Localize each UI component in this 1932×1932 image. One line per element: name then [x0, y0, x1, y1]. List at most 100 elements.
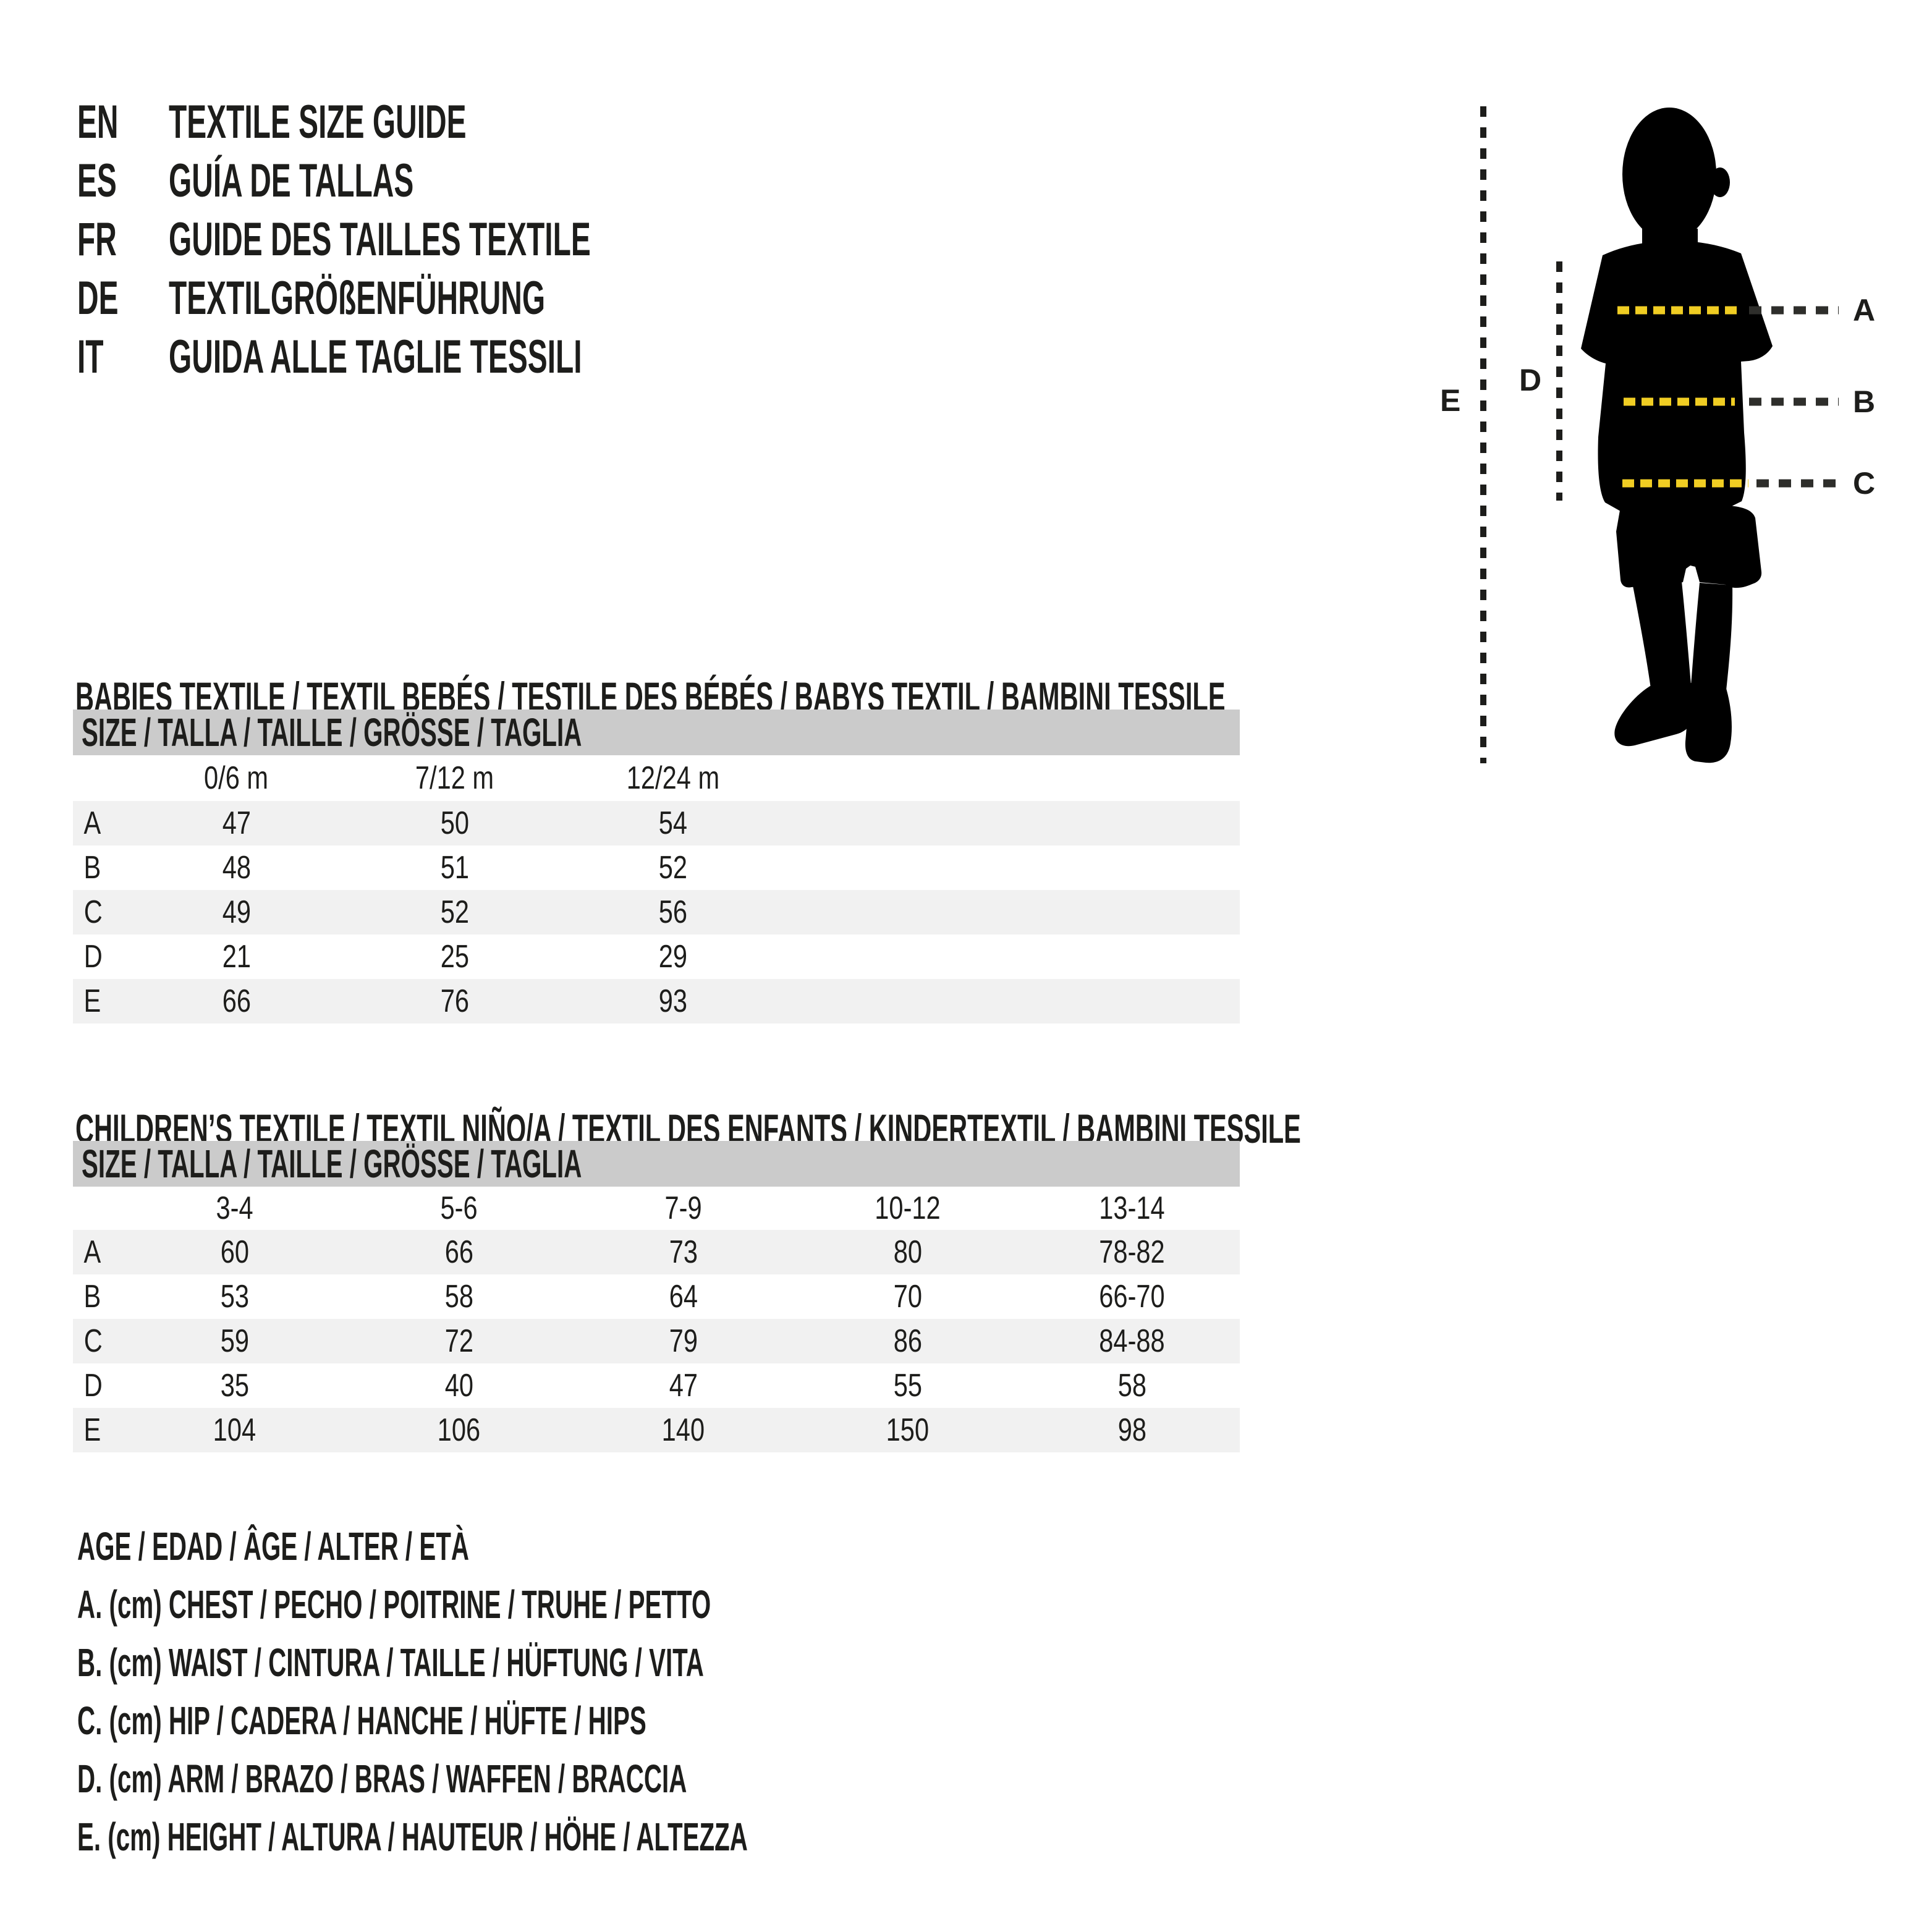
- row-label: C: [83, 1323, 103, 1359]
- table-cell: 54: [658, 805, 687, 841]
- table-row: C 59 72 79 86 84-88: [73, 1319, 1240, 1363]
- table-cell: 55: [893, 1368, 922, 1404]
- table-cell: 58: [444, 1279, 473, 1315]
- table-cell: 66: [222, 983, 251, 1019]
- child-silhouette: [1581, 108, 1773, 763]
- table-row: A 47 50 54: [73, 801, 1240, 845]
- table-cell: 56: [658, 894, 687, 930]
- babies-column-header: 12/24 m: [626, 760, 719, 796]
- children-column-header: 5-6: [440, 1190, 478, 1226]
- table-cell: 86: [893, 1323, 922, 1359]
- table-cell: 98: [1117, 1412, 1146, 1448]
- table-cell: 150: [886, 1412, 930, 1448]
- figure-label-a: A: [1853, 293, 1875, 328]
- child-measurement-figure: A B C D E: [1440, 106, 1875, 763]
- table-cell: 29: [658, 939, 687, 975]
- row-label: D: [83, 939, 103, 975]
- table-cell: 50: [440, 805, 469, 841]
- table-cell: 104: [213, 1412, 256, 1448]
- row-label: E: [83, 1412, 101, 1448]
- table-row: A 60 66 73 80 78-82: [73, 1230, 1240, 1274]
- table-cell: 47: [669, 1368, 698, 1404]
- babies-column-header: 0/6 m: [204, 760, 269, 796]
- language-title: TEXTILGRÖßENFÜHRUNG: [169, 272, 546, 324]
- table-cell: 59: [220, 1323, 249, 1359]
- language-title-block: EN TEXTILE SIZE GUIDE ES GUÍA DE TALLAS …: [77, 93, 839, 386]
- table-cell: 35: [220, 1368, 249, 1404]
- table-cell: 72: [444, 1323, 473, 1359]
- table-row: E 104 106 140 150 98: [73, 1408, 1240, 1452]
- row-label: A: [83, 1234, 101, 1270]
- table-cell: 52: [658, 850, 687, 886]
- table-cell: 40: [444, 1368, 473, 1404]
- children-column-header: 7-9: [664, 1190, 702, 1226]
- measurement-legend: AGE / EDAD / ÂGE / ALTER / ETÀ A. (cm) C…: [77, 1517, 1142, 1866]
- table-cell: 58: [1117, 1368, 1146, 1404]
- children-column-header: 13-14: [1099, 1190, 1165, 1226]
- table-cell: 48: [222, 850, 251, 886]
- language-title: GUIDE DES TAILLES TEXTILE: [169, 213, 591, 266]
- babies-size-bar: SIZE / TALLA / TAILLE / GRÖSSE / TAGLIA: [73, 710, 1240, 755]
- table-cell: 84-88: [1099, 1323, 1165, 1359]
- table-cell: 106: [437, 1412, 481, 1448]
- language-code: FR: [77, 213, 117, 266]
- table-cell: 52: [440, 894, 469, 930]
- table-cell: 66: [444, 1234, 473, 1270]
- row-label: D: [83, 1368, 103, 1404]
- language-row: FR GUIDE DES TAILLES TEXTILE: [77, 210, 839, 269]
- babies-column-header-row: 0/6 m 7/12 m 12/24 m: [73, 755, 1240, 801]
- legend-line: C. (cm) HIP / CADERA / HANCHE / HÜFTE / …: [77, 1698, 646, 1743]
- children-size-table: SIZE / TALLA / TAILLE / GRÖSSE / TAGLIA …: [73, 1141, 1240, 1452]
- legend-line: E. (cm) HEIGHT / ALTURA / HAUTEUR / HÖHE…: [77, 1815, 748, 1859]
- babies-size-table: SIZE / TALLA / TAILLE / GRÖSSE / TAGLIA …: [73, 710, 1240, 1023]
- legend-line: D. (cm) ARM / BRAZO / BRAS / WAFFEN / BR…: [77, 1756, 687, 1801]
- legend-line: AGE / EDAD / ÂGE / ALTER / ETÀ: [77, 1524, 469, 1569]
- table-cell: 60: [220, 1234, 249, 1270]
- table-cell: 21: [222, 939, 251, 975]
- row-label: E: [83, 983, 101, 1019]
- language-code: IT: [77, 331, 104, 383]
- table-row: C 49 52 56: [73, 890, 1240, 934]
- table-row: D 21 25 29: [73, 934, 1240, 979]
- language-row: IT GUIDA ALLE TAGLIE TESSILI: [77, 328, 839, 386]
- table-cell: 70: [893, 1279, 922, 1315]
- table-cell: 93: [658, 983, 687, 1019]
- legend-line: A. (cm) CHEST / PECHO / POITRINE / TRUHE…: [77, 1582, 711, 1627]
- language-title: GUIDA ALLE TAGLIE TESSILI: [169, 331, 582, 383]
- table-cell: 64: [669, 1279, 698, 1315]
- children-column-header: 3-4: [216, 1190, 253, 1226]
- language-row: EN TEXTILE SIZE GUIDE: [77, 93, 839, 151]
- language-title: GUÍA DE TALLAS: [169, 155, 414, 207]
- legend-line: B. (cm) WAIST / CINTURA / TAILLE / HÜFTU…: [77, 1640, 704, 1685]
- children-size-bar: SIZE / TALLA / TAILLE / GRÖSSE / TAGLIA: [73, 1141, 1240, 1187]
- children-column-header-row: 3-4 5-6 7-9 10-12 13-14: [73, 1187, 1240, 1230]
- row-label: B: [83, 1279, 101, 1315]
- table-row: B 53 58 64 70 66-70: [73, 1274, 1240, 1319]
- table-cell: 66-70: [1099, 1279, 1165, 1315]
- children-column-header: 10-12: [875, 1190, 941, 1226]
- language-code: EN: [77, 96, 119, 148]
- language-code: ES: [77, 155, 117, 207]
- table-cell: 78-82: [1099, 1234, 1165, 1270]
- table-row: B 48 51 52: [73, 845, 1240, 890]
- row-label: A: [83, 805, 101, 841]
- figure-label-b: B: [1853, 384, 1875, 419]
- table-cell: 25: [440, 939, 469, 975]
- language-row: ES GUÍA DE TALLAS: [77, 151, 839, 210]
- table-cell: 79: [669, 1323, 698, 1359]
- language-code: DE: [77, 272, 119, 324]
- table-cell: 140: [661, 1412, 705, 1448]
- figure-label-c: C: [1853, 466, 1875, 501]
- babies-column-header: 7/12 m: [415, 760, 494, 796]
- row-label: C: [83, 894, 103, 930]
- row-label: B: [83, 850, 101, 886]
- figure-label-d: D: [1519, 363, 1541, 397]
- table-cell: 80: [893, 1234, 922, 1270]
- table-row: D 35 40 47 55 58: [73, 1363, 1240, 1408]
- table-row: E 66 76 93: [73, 979, 1240, 1023]
- table-cell: 76: [440, 983, 469, 1019]
- table-cell: 51: [440, 850, 469, 886]
- figure-label-e: E: [1440, 383, 1460, 418]
- table-cell: 73: [669, 1234, 698, 1270]
